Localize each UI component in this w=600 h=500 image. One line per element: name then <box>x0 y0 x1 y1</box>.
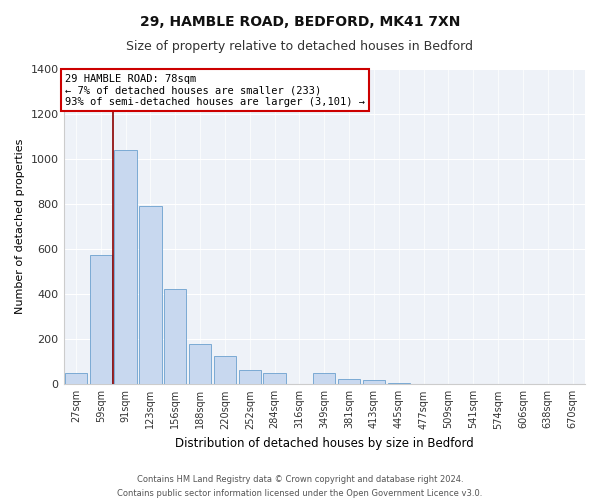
Bar <box>164 288 187 384</box>
Bar <box>89 255 112 384</box>
X-axis label: Distribution of detached houses by size in Bedford: Distribution of detached houses by size … <box>175 437 473 450</box>
Text: 29, HAMBLE ROAD, BEDFORD, MK41 7XN: 29, HAMBLE ROAD, BEDFORD, MK41 7XN <box>140 15 460 29</box>
Text: Contains HM Land Registry data © Crown copyright and database right 2024.
Contai: Contains HM Land Registry data © Crown c… <box>118 476 482 498</box>
Bar <box>214 356 236 384</box>
Text: Size of property relative to detached houses in Bedford: Size of property relative to detached ho… <box>127 40 473 53</box>
Bar <box>338 378 360 384</box>
Bar <box>313 374 335 384</box>
Bar <box>115 150 137 384</box>
Bar <box>189 344 211 385</box>
Bar <box>239 370 261 384</box>
Bar <box>65 373 87 384</box>
Bar <box>388 383 410 384</box>
Bar <box>139 206 161 384</box>
Text: 29 HAMBLE ROAD: 78sqm
← 7% of detached houses are smaller (233)
93% of semi-deta: 29 HAMBLE ROAD: 78sqm ← 7% of detached h… <box>65 74 365 106</box>
Bar <box>363 380 385 384</box>
Y-axis label: Number of detached properties: Number of detached properties <box>15 139 25 314</box>
Bar <box>263 373 286 384</box>
